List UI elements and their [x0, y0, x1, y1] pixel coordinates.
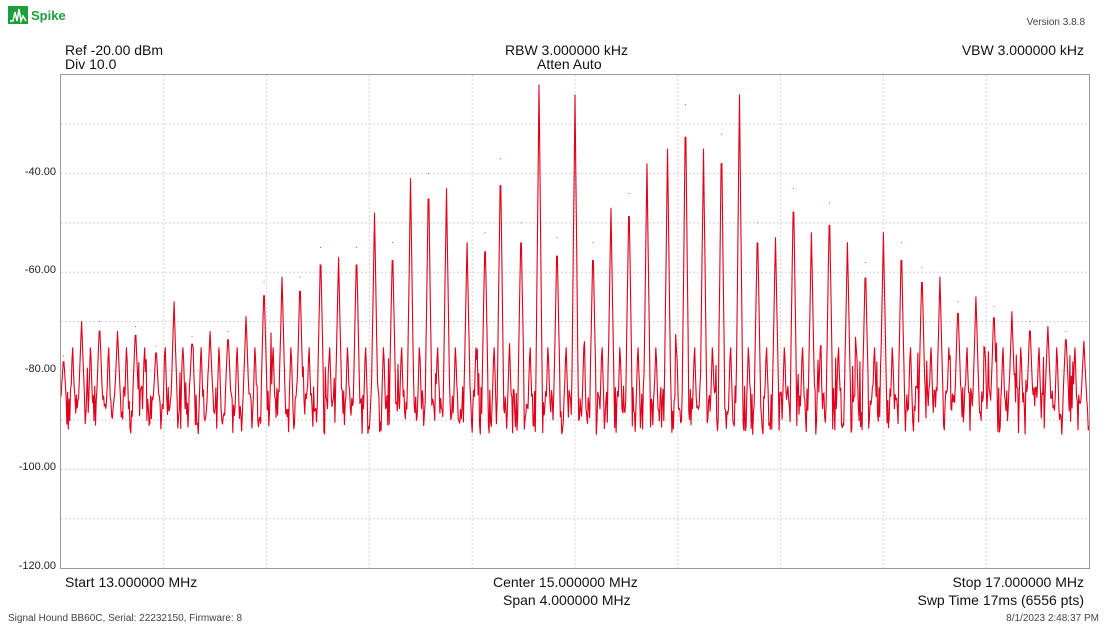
spectrum-peak-point — [81, 321, 83, 322]
spectrum-plot[interactable] — [60, 74, 1090, 569]
spectrum-peak-point — [864, 261, 866, 263]
spectrum-peak-point — [428, 173, 430, 175]
spectrum-peak-point — [574, 94, 576, 96]
start-freq-label: Start 13.000000 MHz — [65, 574, 198, 590]
spectrum-peak-point — [245, 316, 247, 318]
y-tick-label: -60.00 — [24, 264, 56, 277]
spectrum-peak-point — [667, 148, 669, 150]
spectrum-peak-point — [63, 355, 65, 357]
spectrum-peak-point — [1083, 340, 1085, 342]
spectrum-peak-point — [846, 242, 848, 244]
spectrum-peak-point — [720, 133, 722, 135]
spectrum-peak-point — [155, 345, 157, 347]
spectrum-peak-point — [993, 306, 995, 308]
vbw-label: VBW 3.000000 kHz — [961, 42, 1084, 58]
ref-level-label: Ref -20.00 dBm — [65, 42, 164, 58]
span-label: Span 4.000000 MHz — [503, 592, 631, 608]
spectrum-peak-point — [900, 242, 902, 244]
spectrum-peak-point — [1029, 321, 1031, 322]
spectrum-peak-point — [921, 266, 923, 268]
spectrum-peak-point — [281, 276, 283, 278]
spectrum-peak-point — [410, 178, 412, 180]
spectrum-peak-point — [173, 301, 175, 303]
spectrum-peak-point — [957, 301, 959, 303]
spectrum-peak-point — [466, 242, 468, 244]
spike-logo-icon — [8, 6, 28, 24]
stop-freq-label: Stop 17.000000 MHz — [952, 574, 1084, 590]
spectrum-peak-point — [703, 148, 704, 150]
spectrum-peak-point — [356, 247, 358, 249]
version-label: Version 3.8.8 — [1026, 17, 1085, 28]
app-name: Spike — [31, 7, 66, 23]
spectrum-peak-point — [882, 232, 884, 234]
spectrum-peak-point — [227, 330, 229, 332]
spectrum-svg — [61, 75, 1089, 568]
spectrum-peak-point — [1065, 330, 1067, 332]
div-label: Div 10.0 — [65, 56, 117, 72]
spectrum-peak-point — [191, 335, 193, 337]
spectrum-peak-point — [685, 104, 687, 106]
spectrum-peak-point — [1047, 325, 1049, 327]
spectrum-peak-point — [646, 163, 648, 165]
spectrum-peak-point — [320, 247, 322, 249]
spectrum-peak-point — [592, 242, 594, 244]
spectrum-peak-point — [209, 330, 211, 332]
y-tick-label: -40.00 — [24, 165, 56, 178]
rbw-label: RBW 3.000000 kHz — [505, 42, 628, 58]
spectrum-peak-point — [135, 325, 137, 327]
y-tick-label: -100.00 — [18, 461, 56, 474]
y-tick-label: -120.00 — [18, 560, 56, 572]
spectrum-peak-point — [117, 330, 119, 332]
spectrum-peak-point — [610, 207, 612, 209]
spectrum-peak-point — [392, 242, 394, 244]
atten-label: Atten Auto — [537, 56, 602, 72]
spike-logo: Spike — [8, 6, 66, 24]
spectrum-peak-point — [374, 212, 376, 214]
y-tick-label: -80.00 — [24, 362, 56, 375]
spectrum-peak-point — [538, 84, 540, 86]
spectrum-peak-point — [499, 158, 501, 160]
center-freq-label: Center 15.000000 MHz — [493, 574, 638, 590]
spectrum-peak-point — [828, 202, 830, 204]
spectrum-peak-point — [975, 296, 977, 298]
spectrum-peak-point — [556, 237, 558, 239]
spectrum-peak-point — [774, 237, 776, 239]
spectrum-peak-point — [810, 232, 812, 234]
spectrum-peak-point — [263, 281, 265, 283]
spectrum-peak-point — [738, 94, 740, 96]
spectrum-peak-point — [1011, 311, 1013, 313]
spectrum-peak-point — [299, 276, 301, 278]
sweep-time-label: Swp Time 17ms (6556 pts) — [917, 592, 1084, 608]
spectrum-peak-point — [99, 321, 101, 322]
spectrum-peak-point — [939, 276, 941, 278]
device-info: Signal Hound BB60C, Serial: 22232150, Fi… — [8, 613, 243, 624]
spectrum-peak-point — [484, 232, 486, 234]
spectrum-peak-point — [520, 222, 522, 224]
spectrum-peak-point — [446, 187, 447, 189]
spectrum-peak-point — [628, 192, 630, 194]
spectrum-peak-point — [792, 187, 794, 189]
timestamp: 8/1/2023 2:48:37 PM — [1006, 613, 1099, 624]
spectrum-peak-point — [338, 256, 340, 258]
spectrum-peak-point — [756, 222, 758, 224]
